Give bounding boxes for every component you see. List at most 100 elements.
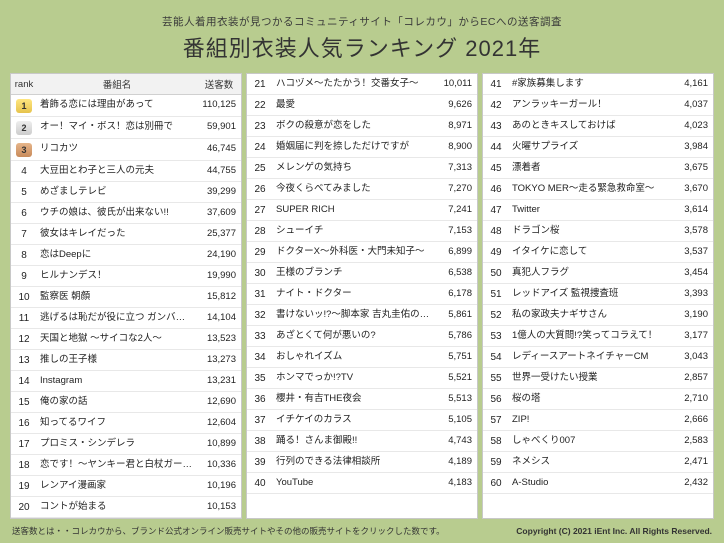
program-name-cell: レディースアートネイチャーCM (509, 347, 669, 368)
table-row: 13推しの王子様13,273 (11, 350, 241, 371)
program-name-cell: 私の家政夫ナギサさん (509, 305, 669, 326)
rank-cell: 53 (483, 326, 509, 347)
program-name-cell: 1億人の大質問!?笑ってコラえて！ (509, 326, 669, 347)
table-row: 32書けないッ!?～脚本家 吉丸圭佑の筋書きのない生活～5,861 (247, 305, 477, 326)
table-row: 16知ってるワイフ12,604 (11, 413, 241, 434)
program-name-cell: ネメシス (509, 452, 669, 473)
rank-cell: 1 (11, 95, 37, 117)
count-cell: 5,861 (433, 305, 477, 326)
program-name-cell: シューイチ (273, 221, 433, 242)
rank-cell: 4 (11, 161, 37, 182)
rank-cell: 60 (483, 473, 509, 494)
table-row: 19レンアイ漫画家10,196 (11, 476, 241, 497)
rank-cell: 56 (483, 389, 509, 410)
page-title: 番組別衣装人気ランキング 2021年 (10, 31, 714, 63)
count-cell: 12,604 (197, 413, 241, 434)
rank-cell: 19 (11, 476, 37, 497)
count-cell: 3,393 (669, 284, 713, 305)
rank-cell: 9 (11, 266, 37, 287)
gold-medal-icon: 1 (16, 99, 32, 113)
count-cell: 8,900 (433, 137, 477, 158)
table-row: 47Twitter3,614 (483, 200, 713, 221)
count-cell: 2,583 (669, 431, 713, 452)
table-row: 25メレンゲの気持ち7,313 (247, 158, 477, 179)
ranking-table-2: 21ハコヅメ～たたかう！交番女子～10,01122最愛9,62623ボクの殺意が… (247, 74, 477, 494)
table-row: 12天国と地獄 ～サイコな2人～13,523 (11, 329, 241, 350)
count-cell: 3,537 (669, 242, 713, 263)
count-cell: 4,023 (669, 116, 713, 137)
table-row: 23ボクの殺意が恋をした8,971 (247, 116, 477, 137)
rank-cell: 12 (11, 329, 37, 350)
program-name-cell: 彼女はキレイだった (37, 224, 197, 245)
table-row: 17プロミス・シンデレラ10,899 (11, 434, 241, 455)
program-name-cell: 火曜サプライズ (509, 137, 669, 158)
program-name-cell: ドラゴン桜 (509, 221, 669, 242)
rank-cell: 22 (247, 95, 273, 116)
program-name-cell: YouTube (273, 473, 433, 494)
program-name-cell: 行列のできる法律相談所 (273, 452, 433, 473)
rank-cell: 10 (11, 287, 37, 308)
program-name-cell: 今夜くらべてみました (273, 179, 433, 200)
table-row: 42アンラッキーガール！4,037 (483, 95, 713, 116)
table-row: 36櫻井・有吉THE夜会5,513 (247, 389, 477, 410)
count-cell: 39,299 (197, 182, 241, 203)
rank-cell: 31 (247, 284, 273, 305)
ranking-columns: rank 番組名 送客数 1着飾る恋には理由があって110,1252オー！マイ・… (10, 73, 714, 519)
program-name-cell: ウチの娘は、彼氏が出来ない!! (37, 203, 197, 224)
count-cell: 7,270 (433, 179, 477, 200)
count-cell: 25,377 (197, 224, 241, 245)
program-name-cell: 王様のブランチ (273, 263, 433, 284)
program-name-cell: Twitter (509, 200, 669, 221)
table-row: 27SUPER RICH7,241 (247, 200, 477, 221)
rank-cell: 48 (483, 221, 509, 242)
rank-cell: 29 (247, 242, 273, 263)
program-name-cell: 恋です！～ヤンキー君と白杖ガール～ (37, 455, 197, 476)
table-row: 51レッドアイズ 監視捜査班3,393 (483, 284, 713, 305)
rank-cell: 30 (247, 263, 273, 284)
program-name-cell: SUPER RICH (273, 200, 433, 221)
rank-cell: 58 (483, 431, 509, 452)
count-cell: 2,432 (669, 473, 713, 494)
rank-cell: 28 (247, 221, 273, 242)
table-row: 60A-Studio2,432 (483, 473, 713, 494)
rank-cell: 51 (483, 284, 509, 305)
table-row: 59ネメシス2,471 (483, 452, 713, 473)
program-name-cell: あのときキスしておけば (509, 116, 669, 137)
count-cell: 110,125 (197, 95, 241, 117)
rank-cell: 57 (483, 410, 509, 431)
program-name-cell: 逃げるは恥だが役に立つ ガンバレ人類！新春スペシャル!! (37, 308, 197, 329)
program-name-cell: メレンゲの気持ち (273, 158, 433, 179)
count-cell: 5,513 (433, 389, 477, 410)
count-cell: 13,523 (197, 329, 241, 350)
table-row: 31ナイト・ドクター6,178 (247, 284, 477, 305)
program-name-cell: 漂着者 (509, 158, 669, 179)
program-name-cell: 大豆田とわ子と三人の元夫 (37, 161, 197, 182)
program-name-cell: 恋はDeepに (37, 245, 197, 266)
rank-cell: 43 (483, 116, 509, 137)
table-row: 11逃げるは恥だが役に立つ ガンバレ人類！新春スペシャル!!14,104 (11, 308, 241, 329)
table-row: 39行列のできる法律相談所4,189 (247, 452, 477, 473)
table-row: 30王様のブランチ6,538 (247, 263, 477, 284)
rank-cell: 16 (11, 413, 37, 434)
count-cell: 6,178 (433, 284, 477, 305)
program-name-cell: ドクターX～外科医・大門未知子～ (273, 242, 433, 263)
rank-cell: 35 (247, 368, 273, 389)
count-cell: 10,011 (433, 74, 477, 95)
table-row: 54レディースアートネイチャーCM3,043 (483, 347, 713, 368)
rank-cell: 38 (247, 431, 273, 452)
rank-cell: 34 (247, 347, 273, 368)
footer: 送客数とは・・コレカウから、ブランド公式オンライン販売サイトやその他の販売サイト… (10, 519, 714, 537)
ranking-table-1: rank 番組名 送客数 1着飾る恋には理由があって110,1252オー！マイ・… (11, 74, 241, 518)
rank-cell: 42 (483, 95, 509, 116)
rank-cell: 2 (11, 117, 37, 139)
count-cell: 46,745 (197, 139, 241, 161)
table-row: 57ZIP!2,666 (483, 410, 713, 431)
program-name-cell: Instagram (37, 371, 197, 392)
count-cell: 44,755 (197, 161, 241, 182)
table-row: 8恋はDeepに24,190 (11, 245, 241, 266)
rank-cell: 21 (247, 74, 273, 95)
ranking-column-2: 21ハコヅメ～たたかう！交番女子～10,01122最愛9,62623ボクの殺意が… (246, 73, 478, 519)
rank-cell: 45 (483, 158, 509, 179)
program-name-cell: 世界一受けたい授業 (509, 368, 669, 389)
rank-cell: 59 (483, 452, 509, 473)
